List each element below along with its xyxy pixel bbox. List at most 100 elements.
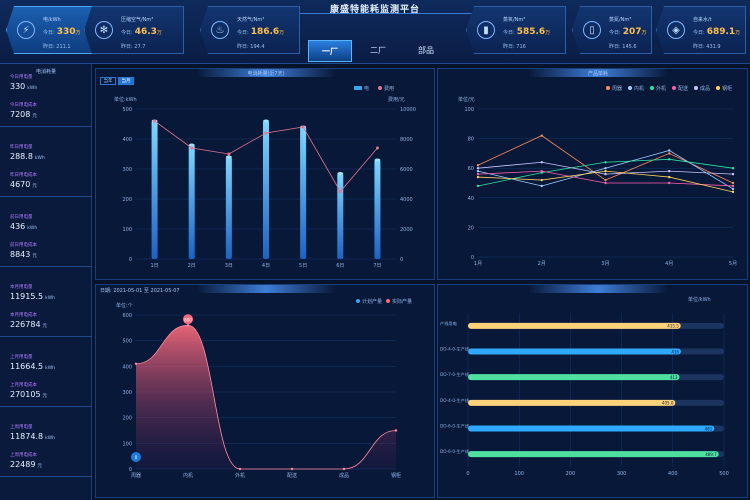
kpi-name: 天然气/Nm³ [237,17,265,23]
panel-title: 电消耗量(近7天) [247,71,285,77]
x-tick: 周器 [131,473,141,479]
production-area-chart: 单位:个 计划产量 实际产量 0 100 200 300 400 500 600 周器 内机 外机 配送 成… [116,298,412,479]
stat-value: 8843 元 [10,250,37,259]
bar [374,160,381,259]
bar [468,425,715,432]
tab-plant-1[interactable]: 一厂 [308,40,352,62]
electric-chart: 单位:kWh 费用/元 电 费用 0 0 100 2000 200 4000 300 6000 400 8… [114,85,416,269]
legend-cost: 费用 [384,85,394,92]
month-button[interactable]: 当月 [118,77,134,85]
tank-icon: ▮ [477,21,495,39]
bar-value: 416 [671,349,679,354]
stat-value: 270105 元 [10,390,48,399]
series-point [731,181,735,185]
area-line [135,324,397,470]
start-label: 0 [135,455,138,460]
series-point [476,169,480,173]
divider [0,406,92,407]
stat-label: 上月用电量 [10,355,33,360]
bar-category: 产线用电 [440,320,458,327]
bar-category: DO-6-0-生产线 [440,448,470,455]
stat-label: 今日用电量 [10,75,33,80]
x-tick: 0 [466,471,469,477]
divider [0,476,92,477]
series-point [731,190,735,194]
y-tick: 200 [122,416,132,422]
x-tick: 钢柜 [391,472,401,479]
y-tick-right: 6000 [400,167,413,173]
x-tick: 5日 [299,263,307,269]
bar-value: 413 [670,375,678,380]
line-power-bar-chart: 单位/kWh 0 100 200 300 400 500 产线用电 415.5 DO-4-0-生产… [440,296,729,477]
stat-label: 上月用电成本 [10,383,37,388]
year-button[interactable]: 当年 [100,77,116,85]
kpi-card-5[interactable]: ◈ 自来水/t 今日: 689.1万 昨日: 431.9 [656,6,746,54]
kpi-card-4[interactable]: ▯ 蒸氮/Nm³ 今日: 207万 昨日: 145.6 [572,6,652,54]
y-tick: 200 [122,197,132,203]
area-fill [136,325,396,469]
series-point [604,178,607,182]
legend-item: 周器 [612,86,622,92]
stat-label: 昨日用电量 [10,145,33,150]
electric-consumption-panel: 电消耗量(近7天) 当年 当月 单位:kWh 费用/元 电 费用 0 0 100 2000 20… [95,68,435,280]
divider [0,196,92,197]
stat-value: 436 kWh [10,222,38,231]
area-point [290,467,294,471]
series-point [668,175,671,179]
kpi-card-1[interactable]: ✻ 压缩空气/Nm³ 今日: 46.3万 昨日: 27.7 [84,6,184,54]
series-point [668,158,671,161]
x-tick: 3月 [601,261,609,267]
y-tick: 0 [129,257,132,263]
legend-swatch-actual [386,299,390,303]
series-point [540,178,543,182]
legend-plan: 计划产量 [362,298,382,305]
kpi-card-2[interactable]: ♨ 天然气/Nm³ 今日: 186.6万 昨日: 194.4 [200,6,300,54]
bar-category: DO-6-0-生产线 [440,423,470,430]
legend-swatch [606,86,610,90]
divider [0,336,92,337]
stat-label: 上周用电成本 [10,453,37,458]
stat-value: 288.8 kWh [10,152,45,161]
cost-point [338,190,342,193]
y-tick: 600 [122,313,132,319]
bar [468,451,719,458]
x-tick: 1月 [474,261,482,267]
series-point [731,187,735,191]
bar [468,399,676,406]
series-point [668,152,671,155]
x-tick: 500 [719,471,729,477]
left-stats-panel: 电消耗量 今日用电量 330 kWh 今日用电成本 7208 元昨日用电量 288.8 kWh… [0,64,92,500]
cost-point [264,131,268,135]
legend-item: 配送 [678,85,688,92]
series-point [476,172,480,176]
series-point [476,167,480,170]
kpi-card-3[interactable]: ▮ 蒸氧/Nm³ 今日: 585.6万 昨日: 716 [466,6,566,54]
legend-swatch [716,86,720,90]
y-tick: 40 [468,196,474,202]
x-tick: 6日 [336,263,344,269]
tab-parts[interactable]: 部品 [418,46,434,55]
x-tick: 4日 [262,263,270,269]
y-tick: 500 [122,339,132,345]
x-tick: 内机 [183,472,193,479]
y-tick: 100 [464,107,474,113]
panel-title-bar [528,285,668,293]
bar [468,348,681,355]
bar [337,173,344,259]
legend-item: 钢柜 [722,85,732,92]
series-point [540,184,543,188]
cost-point [227,152,231,156]
legend-electric: 电 [364,85,369,92]
kpi-yesterday: 昨日: 194.4 [237,44,265,50]
legend-swatch-cost [378,86,382,90]
bar-value: 489.7 [705,452,717,457]
series-point [668,181,671,185]
stat-value: 7208 元 [10,110,37,119]
bar-cap [374,158,381,162]
lightning-icon: ⚡ [17,21,35,39]
stat-value: 11874.8 kWh [10,432,56,441]
kpi-name: 电/kWh [43,17,61,23]
y-tick: 300 [122,390,132,396]
series-line [477,135,734,184]
tab-plant-2[interactable]: 二厂 [370,46,386,55]
